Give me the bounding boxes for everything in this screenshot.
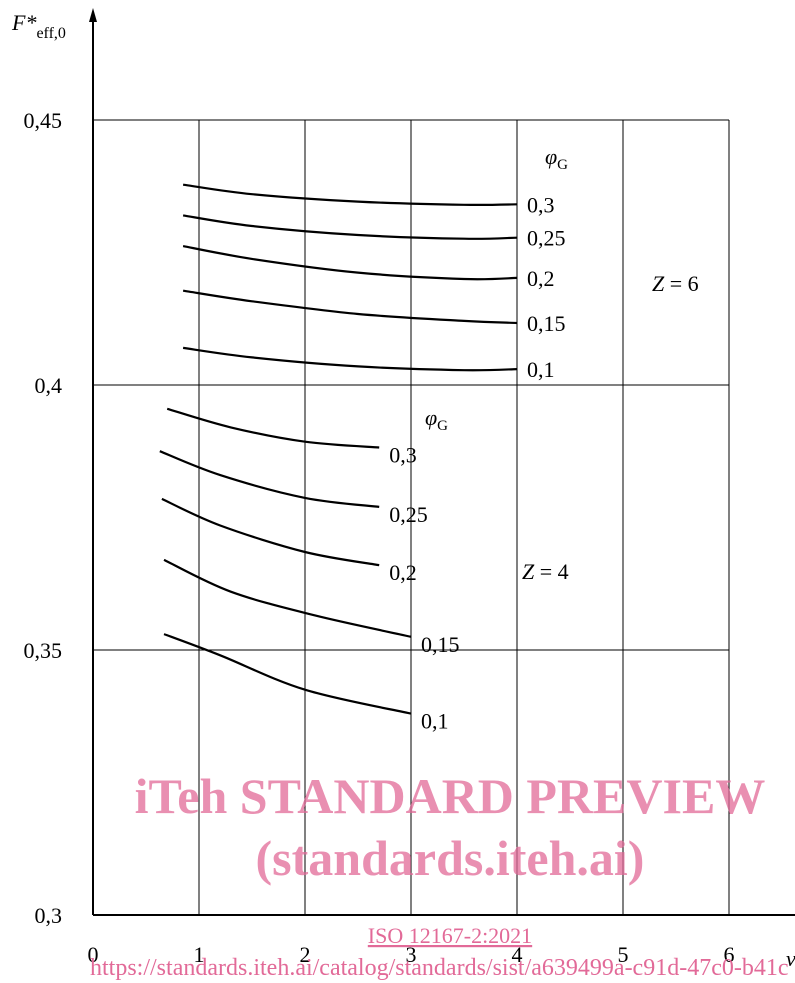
x-tick-label: 4 <box>512 942 523 967</box>
curve-label: 0,25 <box>527 226 566 251</box>
curve-label: 0,1 <box>527 357 555 382</box>
legend-title: φG <box>425 405 448 434</box>
x-tick-label: 1 <box>194 942 205 967</box>
y-tick-label: 0,4 <box>35 373 63 398</box>
curve-z4-4 <box>163 633 412 715</box>
x-tick-label: 3 <box>406 942 417 967</box>
watermark-url[interactable]: https://standards.iteh.ai/catalog/standa… <box>90 955 789 981</box>
curve-z6-2 <box>182 245 518 281</box>
y-axis-label-sub: eff,0 <box>36 25 65 42</box>
curve-label: 0,3 <box>527 192 555 217</box>
curve-label: 0,15 <box>421 632 460 657</box>
grid <box>93 119 730 915</box>
curve-label: 0,15 <box>527 311 566 336</box>
y-tick-label: 0,45 <box>24 108 63 133</box>
curve-z4-3 <box>163 558 412 638</box>
x-tick-label: 2 <box>300 942 311 967</box>
curve-labels: 0,3 0,25 0,2 0,15 0,1 φG Z = 6 0,3 0,25 0,2 0,15 0,… <box>389 144 698 734</box>
watermark-subtitle: (standards.iteh.ai) <box>256 830 645 886</box>
curve-label: 0,25 <box>389 502 428 527</box>
curves <box>159 183 518 715</box>
curve-label: 0,2 <box>527 266 555 291</box>
group-label: Z = 4 <box>522 559 569 584</box>
y-axis-label-main: F* <box>11 10 36 35</box>
y-axis-arrow <box>89 8 97 22</box>
tick-labels: 0 1 2 3 4 5 6 0,3 0,35 0,4 0,45 <box>24 108 735 967</box>
watermark-title: iTeh STANDARD PREVIEW <box>135 768 766 824</box>
y-tick-label: 0,3 <box>35 903 63 928</box>
axes <box>89 8 795 916</box>
curve-label: 0,2 <box>389 560 417 585</box>
x-tick-label: 5 <box>618 942 629 967</box>
curve-z6-4 <box>182 346 518 372</box>
curve-z4-0 <box>166 407 380 449</box>
x-tick-label: 0 <box>88 942 99 967</box>
y-axis-label: F*eff,0 <box>11 10 66 42</box>
curve-z6-0 <box>182 183 518 207</box>
curve-label: 0,3 <box>389 443 417 468</box>
x-tick-label: 6 <box>724 942 735 967</box>
legend-title: φG <box>545 144 568 173</box>
curve-label: 0,1 <box>421 709 449 734</box>
x-axis-label: ν <box>786 946 795 971</box>
y-tick-label: 0,35 <box>24 638 63 663</box>
curve-z6-1 <box>182 214 518 240</box>
curve-z4-1 <box>159 450 380 508</box>
curve-z6-3 <box>182 289 518 325</box>
group-label: Z = 6 <box>652 271 699 296</box>
curve-z4-2 <box>161 497 380 567</box>
watermark-doc-link[interactable]: ISO 12167-2:2021 <box>368 923 532 948</box>
